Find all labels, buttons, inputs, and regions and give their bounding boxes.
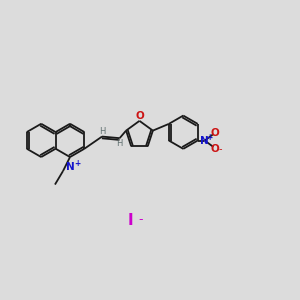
Text: I: I bbox=[128, 213, 134, 228]
Text: O: O bbox=[211, 128, 219, 137]
Text: +: + bbox=[206, 133, 212, 142]
Text: N: N bbox=[66, 161, 74, 172]
Text: N: N bbox=[200, 136, 209, 146]
Text: -: - bbox=[138, 213, 142, 226]
Text: O: O bbox=[135, 111, 144, 122]
Text: +: + bbox=[74, 159, 81, 168]
Text: H: H bbox=[99, 127, 106, 136]
Text: H: H bbox=[116, 139, 122, 148]
Text: O: O bbox=[211, 143, 219, 154]
Text: -: - bbox=[219, 145, 222, 154]
